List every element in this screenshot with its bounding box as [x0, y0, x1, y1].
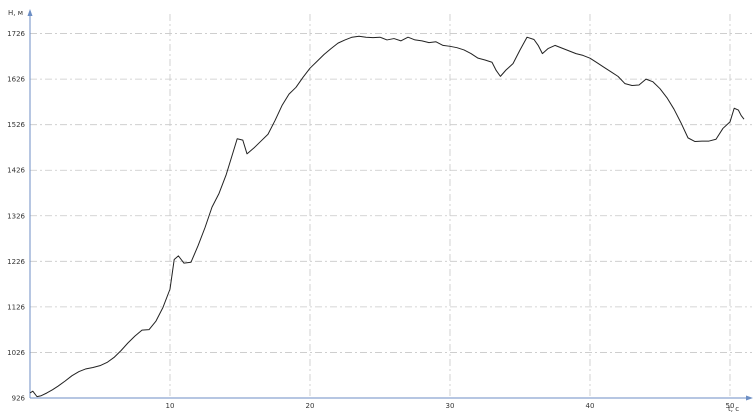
y-tick-label: 1126 [7, 303, 25, 311]
y-tick-label: 1326 [7, 212, 25, 220]
axes [27, 9, 753, 401]
grid [30, 14, 752, 398]
y-axis-label: H, м [8, 9, 23, 17]
series-layer [29, 35, 745, 398]
y-axis-arrow [27, 9, 33, 16]
y-tick-label: 926 [12, 395, 26, 403]
y-tick-label: 1526 [7, 121, 25, 129]
x-tick-label: 20 [306, 402, 315, 410]
x-tick-label: 30 [446, 402, 455, 410]
y-tick-label: 1626 [7, 76, 25, 84]
x-tick-label: 10 [166, 402, 175, 410]
x-tick-label: 50 [726, 402, 735, 410]
x-tick-label: 40 [586, 402, 595, 410]
x-tick-labels: 10 20 30 40 50 [166, 402, 735, 410]
series-line-0 [29, 35, 745, 398]
x-axis-label: t, с [728, 405, 739, 413]
y-tick-label: 1726 [7, 30, 25, 38]
y-tick-label: 1226 [7, 258, 25, 266]
x-axis-arrow [746, 395, 753, 401]
y-tick-label: 1026 [7, 349, 25, 357]
y-tick-labels: 926 1026 1126 1226 1326 1426 1526 1626 1726 [7, 30, 25, 402]
y-tick-label: 1426 [7, 167, 25, 175]
